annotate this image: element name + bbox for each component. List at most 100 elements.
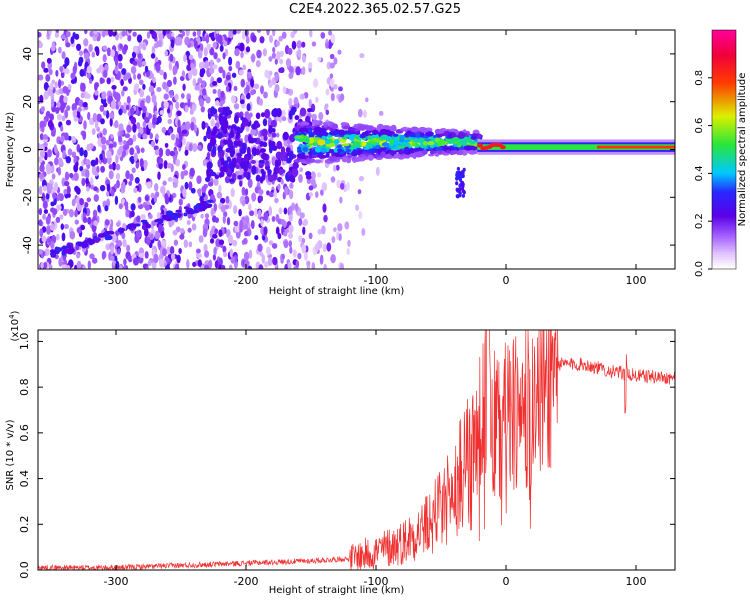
trace-blob — [176, 212, 182, 219]
noise-blob — [76, 43, 82, 52]
noise-blob — [246, 71, 252, 79]
noise-blob — [258, 188, 264, 196]
noise-blob — [195, 248, 201, 254]
colorbar-cell — [712, 183, 736, 186]
noise-blob — [123, 258, 127, 266]
noise-blob — [204, 250, 210, 258]
trace-blob — [165, 213, 170, 220]
noise-blob — [361, 228, 366, 236]
cluster-blob — [270, 119, 277, 128]
noise-blob — [288, 65, 294, 73]
x-tick-label: -300 — [104, 274, 129, 287]
cluster-blob — [218, 172, 223, 178]
colorbar-cell — [712, 229, 736, 232]
signal-blob — [378, 147, 387, 151]
noise-blob — [292, 249, 297, 258]
noise-blob — [176, 110, 182, 117]
noise-blob — [100, 136, 107, 145]
trace-blob — [175, 209, 182, 213]
signal-blob — [365, 125, 373, 131]
noise-blob — [302, 226, 306, 236]
noise-blob — [120, 130, 124, 136]
noise-blob — [82, 216, 88, 224]
noise-blob — [223, 40, 228, 47]
noise-blob — [142, 159, 148, 168]
noise-blob — [287, 261, 292, 269]
noise-blob — [243, 237, 248, 245]
noise-blob — [339, 196, 343, 204]
cluster-blob — [264, 108, 271, 119]
signal-blob — [305, 157, 312, 163]
trace-blob — [62, 245, 67, 249]
noise-blob — [139, 158, 144, 168]
noise-blob — [338, 86, 343, 92]
noise-blob — [121, 89, 125, 97]
noise-blob — [138, 79, 144, 85]
noise-blob — [281, 116, 287, 122]
noise-blob — [140, 147, 145, 153]
signal-blob — [343, 125, 349, 129]
noise-blob — [261, 254, 266, 264]
colorbar-tick-label: 0.6 — [694, 118, 705, 134]
noise-blob — [58, 46, 62, 54]
stalk-blob — [461, 171, 465, 175]
signal-blob — [470, 140, 476, 144]
noise-blob — [203, 243, 208, 253]
noise-blob — [192, 261, 197, 268]
colorbar-cell — [712, 231, 736, 234]
noise-blob — [146, 31, 151, 39]
cluster-blob — [235, 164, 240, 170]
noise-blob — [62, 208, 68, 216]
noise-blob — [288, 189, 294, 200]
cluster-blob — [238, 127, 244, 134]
noise-blob — [130, 116, 137, 125]
noise-blob — [272, 46, 276, 53]
noise-blob — [48, 68, 53, 76]
x-tick-label: 0 — [503, 274, 510, 287]
signal-blob — [381, 142, 390, 147]
noise-blob — [259, 195, 264, 202]
cluster-blob — [217, 107, 223, 113]
colorbar-cell — [712, 123, 736, 127]
noise-blob — [126, 96, 131, 105]
noise-blob — [48, 264, 53, 269]
noise-blob — [188, 241, 193, 248]
noise-blob — [202, 228, 208, 238]
noise-blob — [132, 45, 138, 53]
cluster-blob — [225, 147, 232, 153]
noise-blob — [298, 218, 303, 226]
noise-blob — [230, 256, 236, 264]
signal-blob — [350, 144, 357, 148]
cluster-blob — [305, 174, 312, 180]
noise-blob — [288, 205, 293, 215]
signal-blob — [380, 151, 386, 158]
noise-blob — [257, 209, 262, 218]
noise-blob — [169, 245, 175, 255]
noise-blob — [301, 54, 307, 63]
noise-blob — [212, 64, 218, 70]
colorbar-cell — [712, 199, 736, 202]
colorbar-cell — [712, 261, 736, 264]
noise-blob — [122, 140, 127, 145]
noise-blob — [119, 43, 123, 49]
colorbar-cell — [712, 239, 736, 242]
noise-blob — [138, 41, 143, 50]
cluster-blob — [251, 165, 257, 175]
colorbar-cell — [712, 221, 736, 224]
noise-blob — [241, 186, 246, 196]
noise-blob — [312, 78, 319, 88]
noise-blob — [178, 247, 182, 255]
signal-blob — [380, 134, 389, 140]
noise-blob — [158, 147, 164, 158]
cluster-blob — [255, 174, 261, 182]
colorbar-cell — [712, 213, 736, 216]
noise-blob — [67, 148, 73, 156]
signal-blob — [404, 142, 411, 146]
noise-blob — [227, 234, 234, 245]
noise-blob — [132, 60, 138, 66]
noise-blob — [80, 224, 86, 231]
signal-blob — [397, 145, 406, 149]
noise-blob — [135, 162, 140, 169]
noise-blob — [333, 84, 338, 90]
noise-blob — [157, 239, 161, 249]
